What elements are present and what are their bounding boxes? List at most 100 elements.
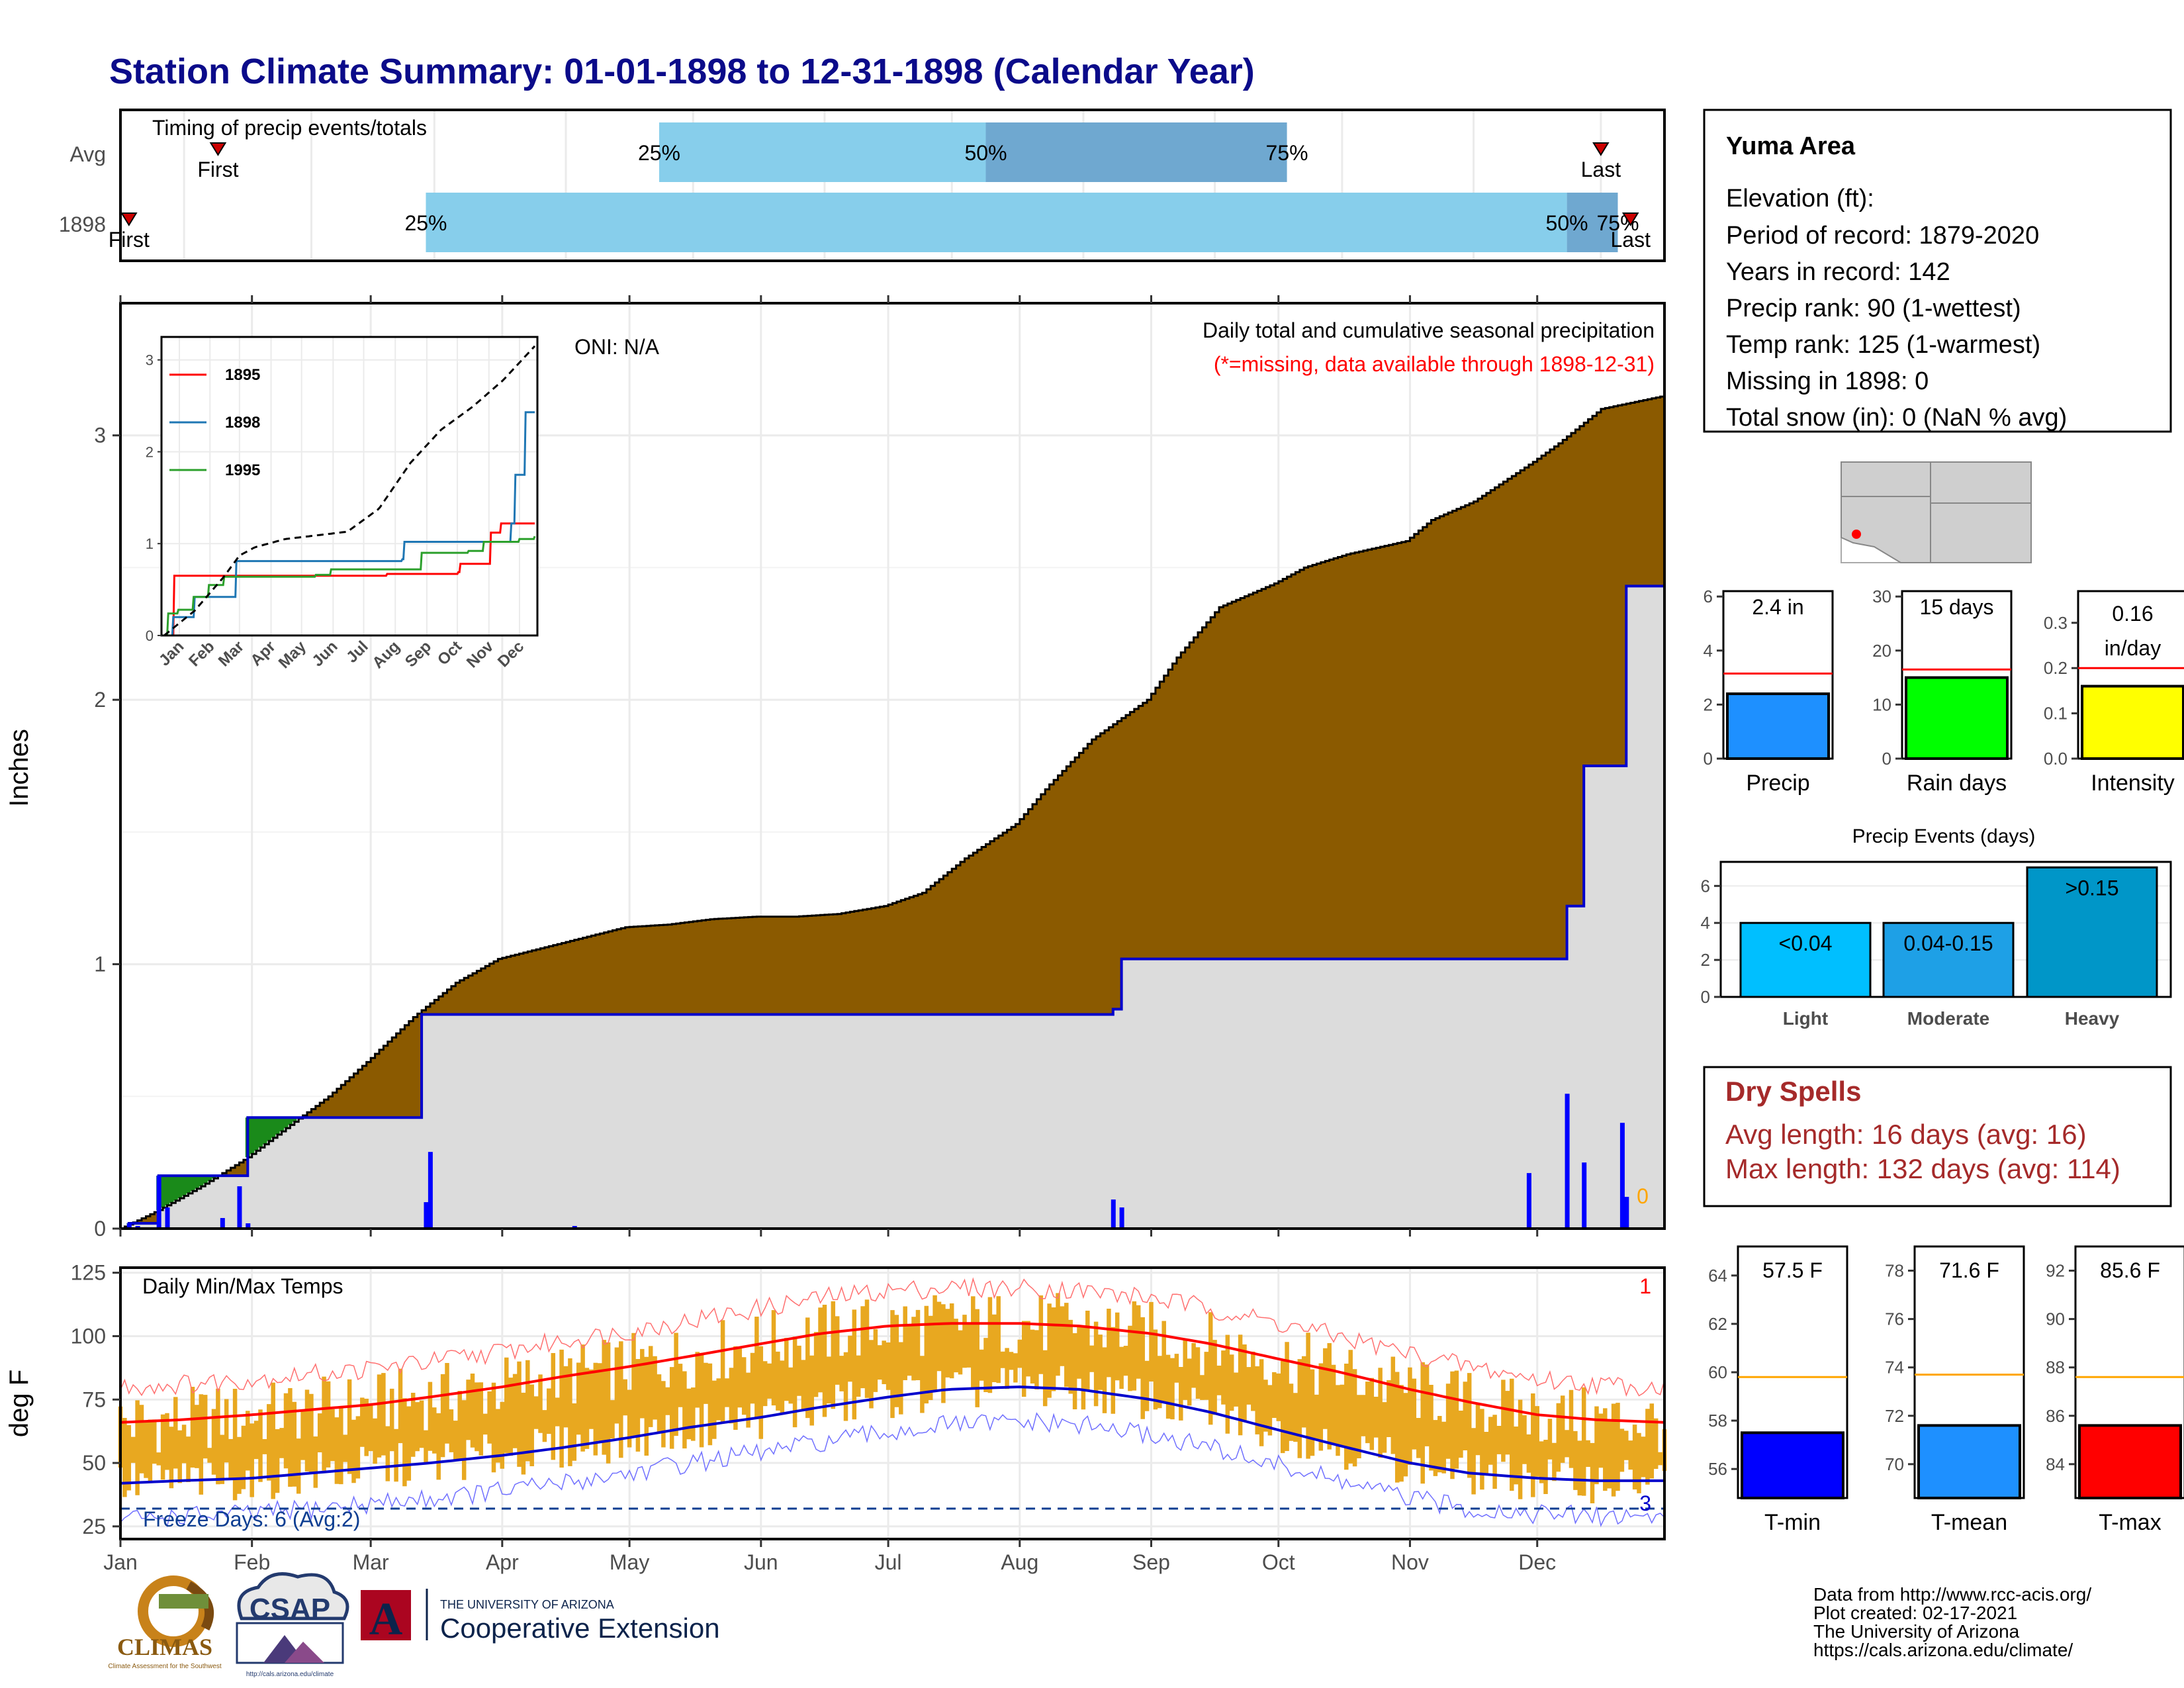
oni-label: ONI: N/A <box>574 335 660 359</box>
summary-ytick-label: 70 <box>1885 1454 1904 1474</box>
events-bar-moderate <box>1882 921 2015 998</box>
temp-ylabel: deg F <box>5 1370 34 1437</box>
timing-marker-last <box>1592 142 1610 156</box>
summary-ytick-label: 0.0 <box>2044 749 2068 769</box>
inset-ytick-label: 0 <box>146 628 154 644</box>
csap-logo: CSAP http://cals.arizona.edu/climate <box>236 1572 349 1678</box>
temp-value-label-2: 85.6 F <box>2100 1258 2160 1282</box>
daily-precip-bar <box>126 1223 132 1229</box>
summary-ytick-label: 64 <box>1708 1266 1727 1286</box>
summary-ytick-label: 30 <box>1872 586 1891 606</box>
precip-value-label: 2.4 in <box>1752 595 1803 619</box>
inset-ytick-label: 3 <box>146 352 154 369</box>
summary-category-label-2: Intensity <box>2091 771 2175 796</box>
summary-bar-0 <box>1741 1431 1844 1500</box>
events-bar-label: <0.04 <box>1779 931 1833 955</box>
daily-precip-bar <box>156 1176 161 1229</box>
station-info-box: Yuma Area Elevation (ft): Period of reco… <box>1703 109 2172 433</box>
temp-xtick-label: Oct <box>1262 1550 1295 1574</box>
timing-bar-50-75 <box>1567 193 1618 252</box>
daily-precip-bar <box>1111 1199 1116 1229</box>
temp-axes: 25 50 75 100 125 Jan Feb Mar Apr May Jun Jul Aug Sep O… <box>71 1261 1557 1574</box>
precip-heading: Daily total and cumulative seasonal prec… <box>1203 318 1655 342</box>
temp-ytick-label: 75 <box>82 1387 106 1411</box>
temp-ytick-label: 25 <box>82 1515 106 1538</box>
record-low-line <box>120 1412 1665 1528</box>
credit-university: The University of Arizona <box>1813 1621 2020 1642</box>
freeze-count-label: 3 <box>1639 1491 1651 1515</box>
daily-precip-bar <box>428 1152 433 1229</box>
temp-xtick-label: Jul <box>875 1550 902 1574</box>
precip-summary-bars: 0 2 4 6 Precip 2.4 in 0 10 20 30 Rain days 15 days 0… <box>1704 586 2184 796</box>
summary-ytick-label: 58 <box>1708 1411 1727 1430</box>
ua-small-text: THE UNIVERSITY OF ARIZONA <box>440 1598 614 1611</box>
temp-title: Daily Min/Max Temps <box>142 1274 343 1298</box>
summary-ytick-label: 74 <box>1885 1358 1904 1378</box>
timing-label-last: Last <box>1581 158 1621 181</box>
credits: Data from http://www.rcc-acis.org/ Plot … <box>1813 1584 2091 1660</box>
timing-label-first: First <box>109 228 150 252</box>
inset-series-1995 <box>164 536 536 637</box>
summary-ytick-label: 0.3 <box>2044 613 2068 633</box>
inset-legend-label-1895: 1895 <box>225 366 260 384</box>
summary-ytick-label: 56 <box>1708 1459 1727 1479</box>
precip-ylabel: Inches <box>5 729 34 807</box>
station-location-marker <box>1852 530 1861 539</box>
station-line-elevation: Elevation (ft): <box>1726 185 1874 212</box>
timing-label-last: Last <box>1610 228 1651 252</box>
summary-ytick-label: 86 <box>2046 1406 2065 1426</box>
temp-xtick-label: May <box>610 1550 649 1574</box>
daily-precip-bar <box>237 1186 242 1229</box>
summary-ytick-label: 90 <box>2046 1309 2065 1329</box>
summary-ytick-label: 2 <box>1704 694 1713 714</box>
temp-ytick-label: 100 <box>71 1324 106 1348</box>
events-bar-label: 0.04-0.15 <box>1903 931 1993 955</box>
observed-cumulative-line <box>120 585 1664 1230</box>
dry-spells-max: Max length: 132 days (avg: 114) <box>1725 1153 2120 1184</box>
credit-data-source: Data from http://www.rcc-acis.org/ <box>1813 1584 2091 1605</box>
credit-plot-created: Plot created: 02-17-2021 <box>1813 1603 2017 1623</box>
summary-category-label-0: T-min <box>1764 1510 1821 1535</box>
summary-ytick-label: 4 <box>1704 641 1713 661</box>
inset-legend-label-1995: 1995 <box>225 461 260 479</box>
summary-ytick-label: 88 <box>2046 1358 2065 1378</box>
summary-ytick-label: 60 <box>1708 1362 1727 1382</box>
inset-legend: 1895 1898 1995 <box>169 366 260 479</box>
summary-ytick-label: 0.1 <box>2044 704 2068 724</box>
station-line-temp-rank: Temp rank: 125 (1-warmest) <box>1726 331 2040 359</box>
daily-precip-bar <box>1565 1094 1570 1229</box>
events-bar-light <box>1739 921 1872 998</box>
temp-xtick-label: Mar <box>353 1550 389 1574</box>
summary-ytick-label: 84 <box>2046 1454 2065 1474</box>
events-title: Precip Events (days) <box>1852 825 2036 847</box>
station-name: Yuma Area <box>1726 132 1856 160</box>
csap-url: http://cals.arizona.edu/climate <box>246 1671 334 1678</box>
summary-ytick-label: 62 <box>1708 1314 1727 1334</box>
summary-ytick-label: 72 <box>1885 1406 1904 1426</box>
summary-ytick-label: 92 <box>2046 1261 2065 1281</box>
daily-precip-bar <box>1624 1197 1629 1229</box>
daily-precip-bar <box>246 1223 251 1229</box>
timing-bar-25-50 <box>426 193 1567 252</box>
daily-precip-bar <box>220 1218 225 1229</box>
summary-bar-2 <box>2078 1424 2182 1499</box>
timing-bar-50-75 <box>985 122 1287 182</box>
timing-panel: Timing of precip events/totals Avg 1898 … <box>59 109 1666 262</box>
inset-ytick-label: 1 <box>146 536 154 552</box>
summary-category-label-1: T-mean <box>1931 1510 2007 1535</box>
precip-ytick-label: 1 <box>94 953 106 976</box>
dry-spells-box: Dry Spells Avg length: 16 days (avg: 16)… <box>1703 1066 2172 1207</box>
intensity-value-label: 0.16 <box>2112 602 2153 626</box>
daily-precip-bar <box>1526 1173 1531 1229</box>
timing-bar-25-50 <box>659 122 986 182</box>
station-line-period: Period of record: 1879-2020 <box>1726 222 2039 250</box>
timing-marker-first <box>120 212 138 226</box>
location-map <box>1841 461 2032 563</box>
temp-ytick-label: 50 <box>82 1451 106 1475</box>
summary-ytick-label: 10 <box>1872 694 1891 714</box>
daily-precip-bar <box>424 1202 429 1229</box>
station-line-missing: Missing in 1898: 0 <box>1726 367 1929 395</box>
daily-precip-bar <box>1119 1207 1124 1229</box>
